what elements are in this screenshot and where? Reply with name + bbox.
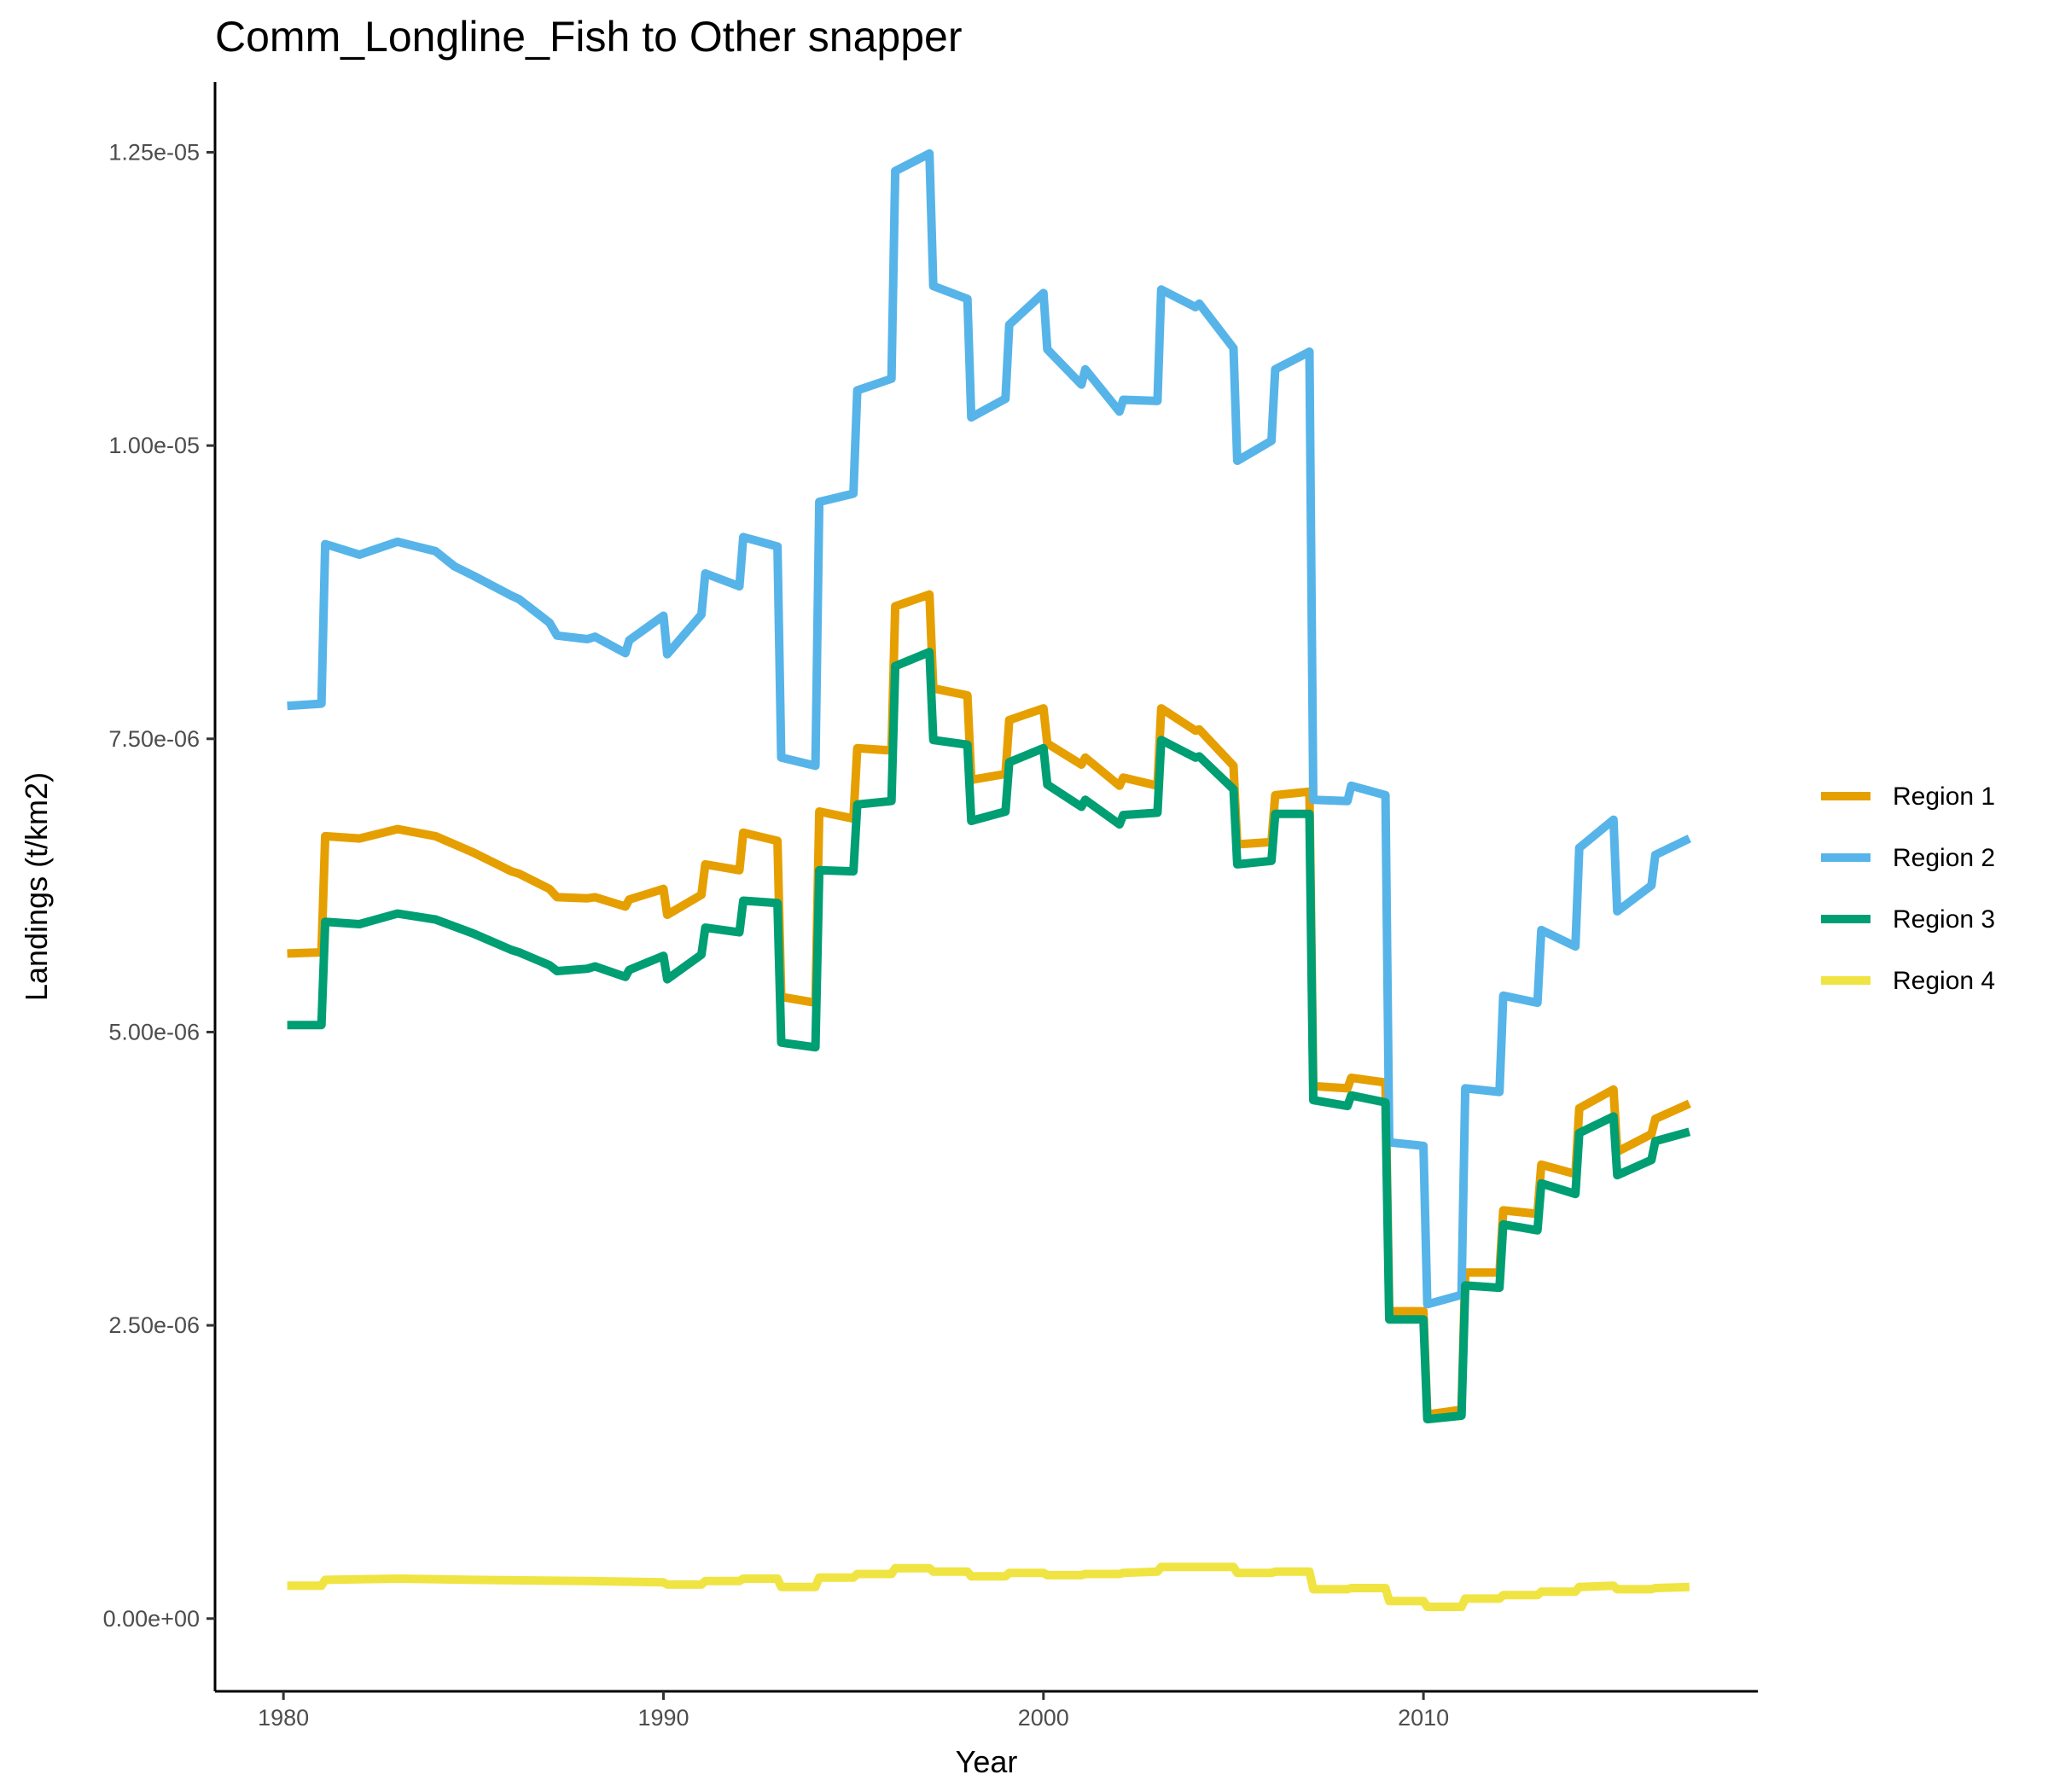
series-line-region-1 xyxy=(287,590,1691,1419)
legend: Region 1 Region 2 Region 3 Region 4 xyxy=(1821,783,1995,995)
y-tick-label: 7.50e-06 xyxy=(108,726,200,752)
series-line-region-3 xyxy=(287,648,1691,1424)
legend-label-region-2: Region 2 xyxy=(1893,844,1995,872)
x-axis-title: Year xyxy=(956,1744,1018,1779)
legend-label-region-1: Region 1 xyxy=(1893,783,1995,811)
series-line-region-2 xyxy=(287,148,1691,1309)
y-ticks: 0.00e+00 2.50e-06 5.00e-06 7.50e-06 1.00e-05… xyxy=(103,139,215,1632)
y-axis-title: Landings (t/km2) xyxy=(19,772,54,1001)
x-tick-label: 2000 xyxy=(1018,1705,1069,1731)
y-tick-label: 1.25e-05 xyxy=(108,139,200,165)
y-tick-label: 5.00e-06 xyxy=(108,1019,200,1044)
x-tick-label: 2010 xyxy=(1398,1705,1449,1731)
legend-label-region-3: Region 3 xyxy=(1893,905,1995,934)
legend-label-region-4: Region 4 xyxy=(1893,967,1995,995)
x-tick-label: 1980 xyxy=(258,1705,309,1731)
y-tick-label: 1.00e-05 xyxy=(108,433,200,458)
y-tick-label: 2.50e-06 xyxy=(108,1312,200,1338)
x-tick-label: 1990 xyxy=(637,1705,689,1731)
y-tick-label: 0.00e+00 xyxy=(103,1606,200,1632)
axes-layer xyxy=(213,82,1758,1693)
x-ticks: 1980 1990 2000 2010 xyxy=(258,1691,1449,1731)
chart-title: Comm_Longline_Fish to Other snapper xyxy=(215,13,962,61)
series-line-region-4 xyxy=(287,1562,1690,1611)
series-layer xyxy=(287,148,1691,1611)
